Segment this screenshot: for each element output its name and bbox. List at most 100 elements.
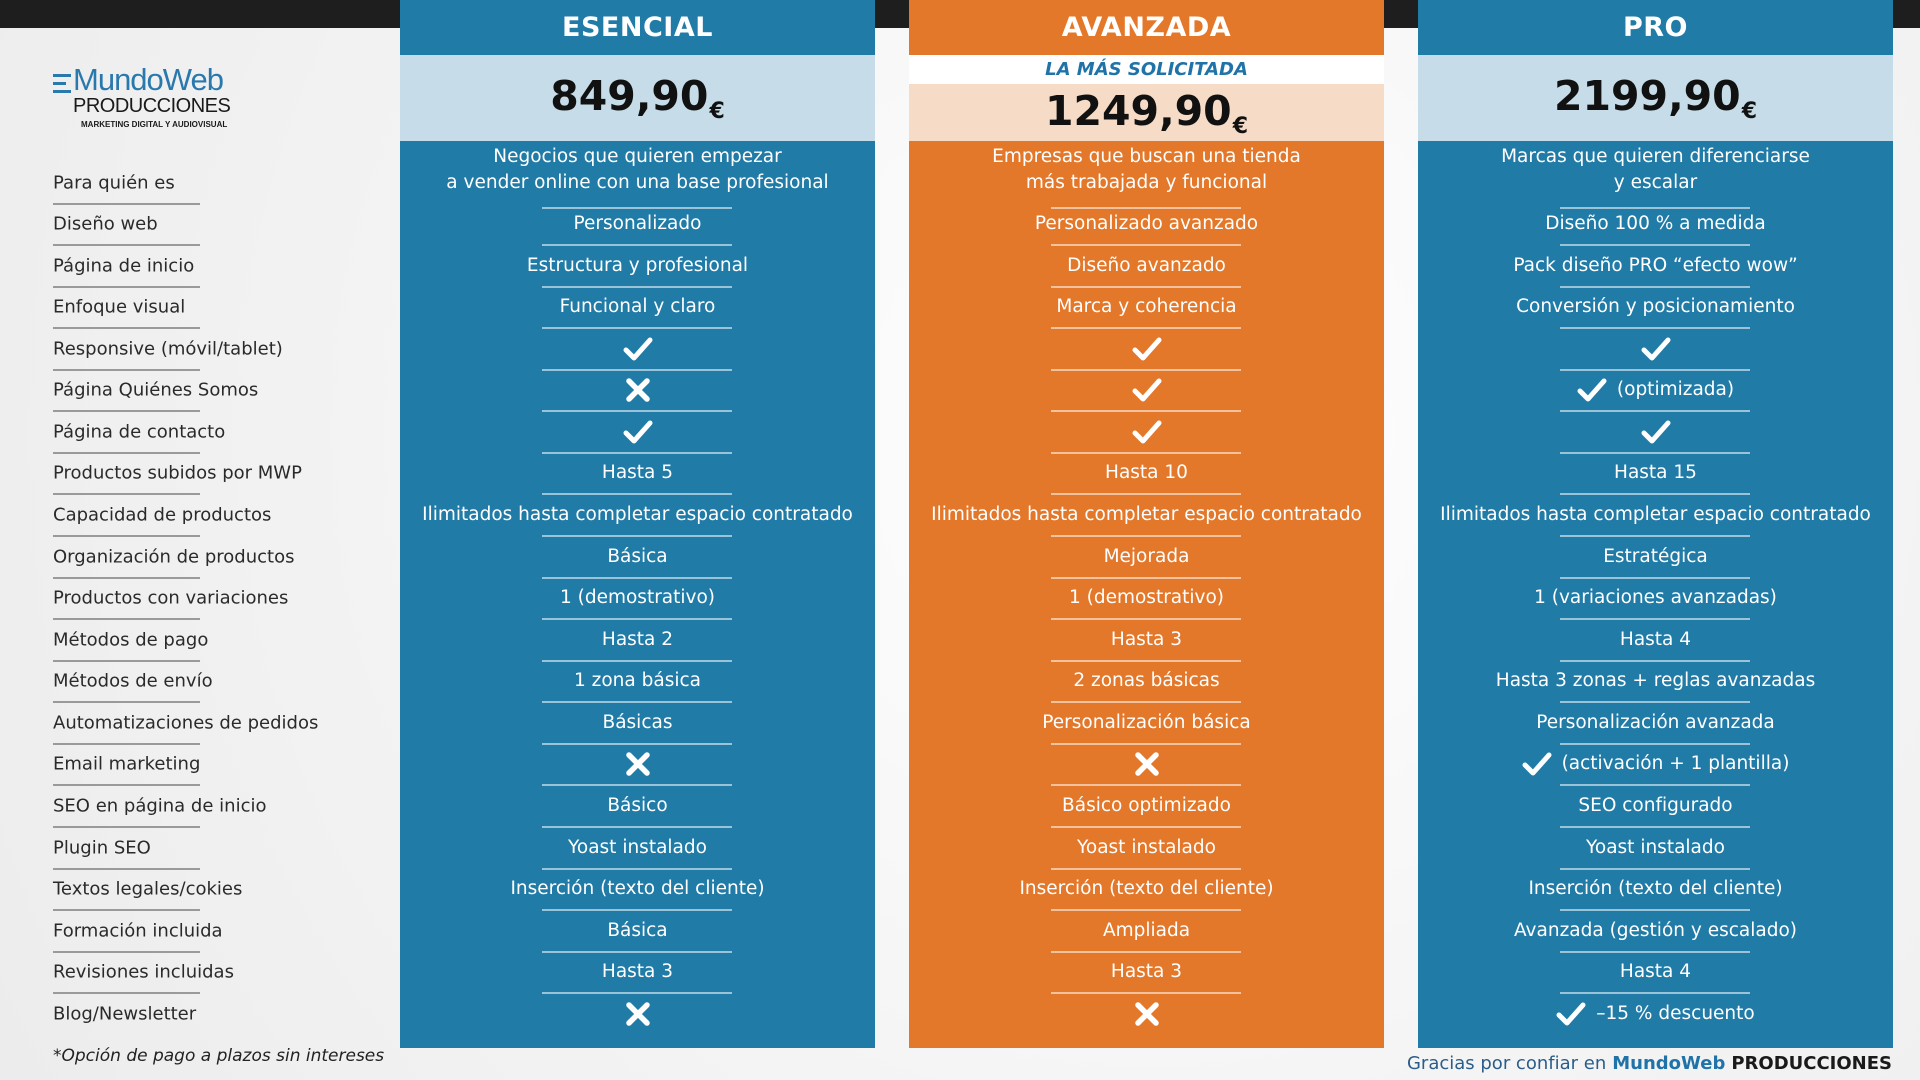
feature-label: SEO en página de inicio (53, 795, 267, 817)
cell-divider (1560, 992, 1750, 995)
plan-cell: 1 (demostrativo) (559, 587, 716, 609)
plan-cell: Negocios que quieren empezar a vender on… (446, 146, 829, 193)
plan-cell: Hasta 15 (1614, 462, 1697, 484)
cell-divider (1560, 493, 1750, 496)
cell-divider (542, 285, 732, 288)
cell-divider (1051, 493, 1241, 496)
plan-cell: 1 zona básica (574, 670, 701, 692)
cell-divider (542, 576, 732, 579)
feature-divider (53, 493, 200, 496)
cell-divider (1560, 244, 1750, 247)
cell-divider (1560, 784, 1750, 787)
cell-divider (1051, 784, 1241, 787)
plan-column: AVANZADA LA MÁS SOLICITADA 1249,90€ Empresa… (909, 0, 1384, 1048)
plan-cell (909, 417, 1384, 447)
plan-cell (1418, 417, 1893, 447)
price-amount: 849,90 (550, 72, 709, 120)
feature-divider (53, 784, 200, 787)
check-icon (623, 337, 652, 361)
cell-divider (1051, 576, 1241, 579)
price-currency: € (709, 99, 725, 124)
cell-divider (542, 950, 732, 953)
cell-divider (542, 410, 732, 413)
plan-cell: Inserción (texto del cliente) (1528, 878, 1783, 900)
cell-divider (1560, 576, 1750, 579)
plan-cell: Yoast instalado (568, 836, 707, 858)
plan-cell: 1 (variaciones avanzadas) (1534, 587, 1777, 609)
plan-cell: Hasta 4 (1619, 961, 1692, 983)
plan-cell: Hasta 3 (1110, 628, 1183, 650)
cross-icon (1134, 1002, 1159, 1026)
plan-cell: Estructura y profesional (526, 254, 749, 276)
plan-cell (909, 334, 1384, 364)
cell-divider (1560, 950, 1750, 953)
cell-divider (542, 742, 732, 745)
cell-divider (1051, 826, 1241, 829)
price-band (909, 84, 1384, 141)
cell-divider (542, 535, 732, 538)
feature-label: Para quién es (53, 172, 175, 193)
cell-divider (1051, 368, 1241, 371)
plan-badge: LA MÁS SOLICITADA (909, 55, 1384, 84)
feature-divider (53, 202, 200, 205)
plan-cell (1418, 334, 1893, 364)
check-icon (623, 420, 652, 444)
logo-tagline: MARKETING DIGITAL Y AUDIOVISUAL (81, 120, 228, 129)
check-icon (1132, 337, 1161, 361)
plan-cell: (activación + 1 plantilla) (1418, 749, 1893, 779)
thanks: Gracias por confiar en MundoWeb PRODUCCI… (1407, 1053, 1892, 1074)
plan-cell: Personalizado (573, 213, 702, 235)
plan-column: PRO 2199,90€ Marcas que quieren diferencia… (1418, 0, 1893, 1048)
logo-bar (53, 74, 71, 77)
feature-label: Textos legales/cokies (53, 878, 243, 900)
price-amount: 1249,90 (1044, 87, 1232, 135)
check-icon (1641, 420, 1670, 444)
cell-divider (542, 206, 732, 209)
cell-divider (1051, 701, 1241, 704)
plan-cell: –15 % descuento (1418, 999, 1893, 1029)
plan-column: ESENCIAL 849,90€ Negocios que quieren empe… (400, 0, 875, 1048)
cell-divider (1051, 451, 1241, 454)
plan-cell: Funcional y claro (559, 296, 716, 318)
plan-name: AVANZADA (1061, 12, 1232, 43)
feature-divider (53, 285, 200, 288)
plan-cell (400, 375, 875, 405)
feature-divider (53, 909, 200, 912)
feature-label: Productos con variaciones (53, 587, 289, 609)
logo: MundoWeb PRODUCCIONES MARKETING DIGITAL … (53, 62, 253, 132)
plan-cell: Yoast instalado (1077, 836, 1216, 858)
cross-icon (625, 378, 650, 403)
cell-divider (1051, 909, 1241, 912)
feature-label: Métodos de envío (53, 670, 213, 692)
cell-divider (1051, 950, 1241, 953)
feature-divider (53, 701, 200, 704)
price-currency: € (1741, 99, 1758, 124)
cross-icon (625, 752, 650, 777)
feature-divider (53, 742, 200, 745)
plan-cell: Marca y coherencia (1056, 296, 1237, 318)
price-amount: 2199,90 (1553, 72, 1741, 120)
feature-label: Productos subidos por MWP (53, 462, 302, 484)
cell-divider (1051, 206, 1241, 209)
feature-divider (53, 368, 200, 371)
plan-cell: SEO configurado (1578, 795, 1733, 817)
plan-cell: (optimizada) (1418, 375, 1893, 405)
plan-cell: Personalización básica (1042, 711, 1251, 733)
cell-divider (1051, 992, 1241, 995)
price-band (400, 55, 875, 141)
plan-price: 1249,90€ (909, 87, 1384, 139)
feature-label: Métodos de pago (53, 629, 209, 651)
check-icon (1132, 378, 1161, 402)
cell-divider (1051, 285, 1241, 288)
plan-cell: Diseño 100 % a medida (1545, 213, 1766, 235)
plan-cell: Básicas (602, 711, 673, 733)
check-icon (1522, 752, 1552, 776)
feature-divider (53, 451, 200, 454)
plan-cell: Hasta 3 zonas + reglas avanzadas (1495, 670, 1816, 692)
feature-label: Plugin SEO (53, 837, 151, 859)
plan-cell: Estratégica (1603, 545, 1708, 567)
feature-label: Página de contacto (53, 421, 226, 443)
logo-division: PRODUCCIONES (73, 95, 231, 117)
cell-divider (542, 826, 732, 829)
feature-label: Enfoque visual (53, 296, 186, 318)
